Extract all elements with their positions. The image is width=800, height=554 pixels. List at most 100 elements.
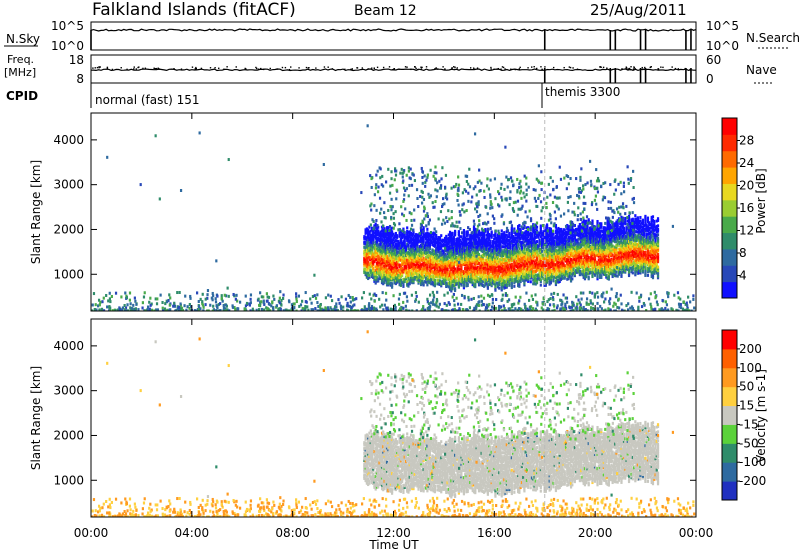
power-cell — [422, 270, 425, 274]
power-cell — [553, 236, 556, 240]
power-cell — [416, 260, 419, 264]
power-cell — [593, 263, 597, 267]
power-cell — [422, 269, 425, 273]
power-cell — [553, 248, 556, 252]
power-cell — [380, 250, 384, 254]
power-cell — [609, 225, 612, 229]
power-cell — [377, 268, 380, 272]
power-cell — [513, 284, 516, 288]
power-cell — [495, 249, 498, 253]
power-cell — [447, 262, 450, 266]
power-cell — [601, 256, 604, 260]
power-cell — [583, 261, 587, 265]
power-cell — [515, 261, 518, 265]
power-cell — [441, 258, 444, 262]
power-cell — [503, 283, 506, 287]
power-cell — [548, 275, 551, 279]
power-cell — [575, 252, 578, 256]
power-cell — [620, 271, 623, 275]
power-cell — [480, 240, 483, 244]
power-cell — [365, 236, 368, 240]
power-cell — [416, 278, 419, 282]
power-cell — [427, 250, 430, 254]
power-cell — [448, 275, 452, 279]
power-cell — [575, 263, 578, 267]
power-cell — [518, 232, 521, 236]
power-cell — [367, 235, 370, 239]
power-cell — [501, 264, 505, 268]
power-cell — [542, 253, 545, 257]
nave-dot — [288, 68, 291, 71]
power-cell — [433, 239, 437, 243]
power-cell — [617, 247, 621, 251]
nave-dot — [476, 67, 479, 69]
power-cell — [634, 271, 637, 275]
power-cell — [462, 282, 466, 286]
power-cell — [427, 244, 430, 248]
power-cell — [557, 241, 560, 245]
power-cell — [549, 227, 552, 231]
power-cell — [575, 245, 578, 249]
power-cell — [412, 272, 415, 276]
power-cell — [431, 237, 434, 241]
power-cell — [490, 284, 493, 288]
power-cell — [403, 262, 406, 266]
power-cell — [622, 230, 626, 234]
power-cell — [592, 248, 595, 252]
power-cell — [367, 232, 370, 236]
power-cell — [520, 257, 524, 261]
power-cell — [568, 239, 571, 243]
power-cell — [396, 273, 399, 277]
power-cell — [622, 240, 626, 244]
power-cell — [556, 265, 559, 269]
power-cell — [454, 249, 457, 253]
power-cell — [532, 266, 535, 270]
power-cell — [504, 285, 507, 289]
power-cell — [524, 251, 527, 255]
power-cell — [372, 263, 375, 267]
power-cell — [558, 254, 561, 258]
power-cell — [501, 273, 505, 277]
power-cell — [455, 257, 458, 261]
nave-dot — [540, 66, 542, 68]
power-cell — [504, 260, 507, 264]
power-cell — [378, 260, 381, 264]
power-cell — [470, 267, 473, 271]
power-cell — [563, 273, 566, 277]
nave-dot — [576, 68, 579, 70]
power-cell — [394, 246, 397, 250]
power-cell — [525, 263, 529, 267]
power-cell — [369, 235, 372, 239]
power-cell — [488, 258, 491, 262]
power-cell — [624, 261, 627, 265]
power-cell — [615, 263, 618, 267]
power-cell — [412, 231, 415, 235]
power-cell — [522, 266, 525, 270]
power-cell — [535, 225, 539, 229]
power-cell — [549, 234, 552, 238]
power-cell — [590, 251, 593, 255]
power-cell — [569, 229, 573, 233]
power-cell — [392, 270, 395, 274]
power-cell — [480, 272, 483, 276]
power-cell — [538, 258, 541, 262]
power-cell — [465, 284, 468, 288]
nave-dot — [490, 66, 492, 69]
power-cell — [535, 249, 539, 253]
power-cell — [547, 276, 550, 280]
power-cell — [390, 246, 394, 250]
power-cell — [445, 281, 448, 285]
power-cell — [383, 280, 386, 284]
power-cell — [421, 268, 424, 272]
power-cell — [448, 266, 452, 270]
power-cell — [493, 251, 496, 255]
power-cell — [398, 245, 401, 249]
power-cell — [399, 269, 403, 273]
power-cell — [406, 280, 409, 284]
power-cell — [577, 243, 580, 247]
power-cell — [477, 242, 481, 246]
power-cell — [595, 240, 598, 244]
power-cell — [544, 233, 547, 237]
power-cell — [377, 256, 380, 260]
power-cell — [563, 253, 566, 257]
